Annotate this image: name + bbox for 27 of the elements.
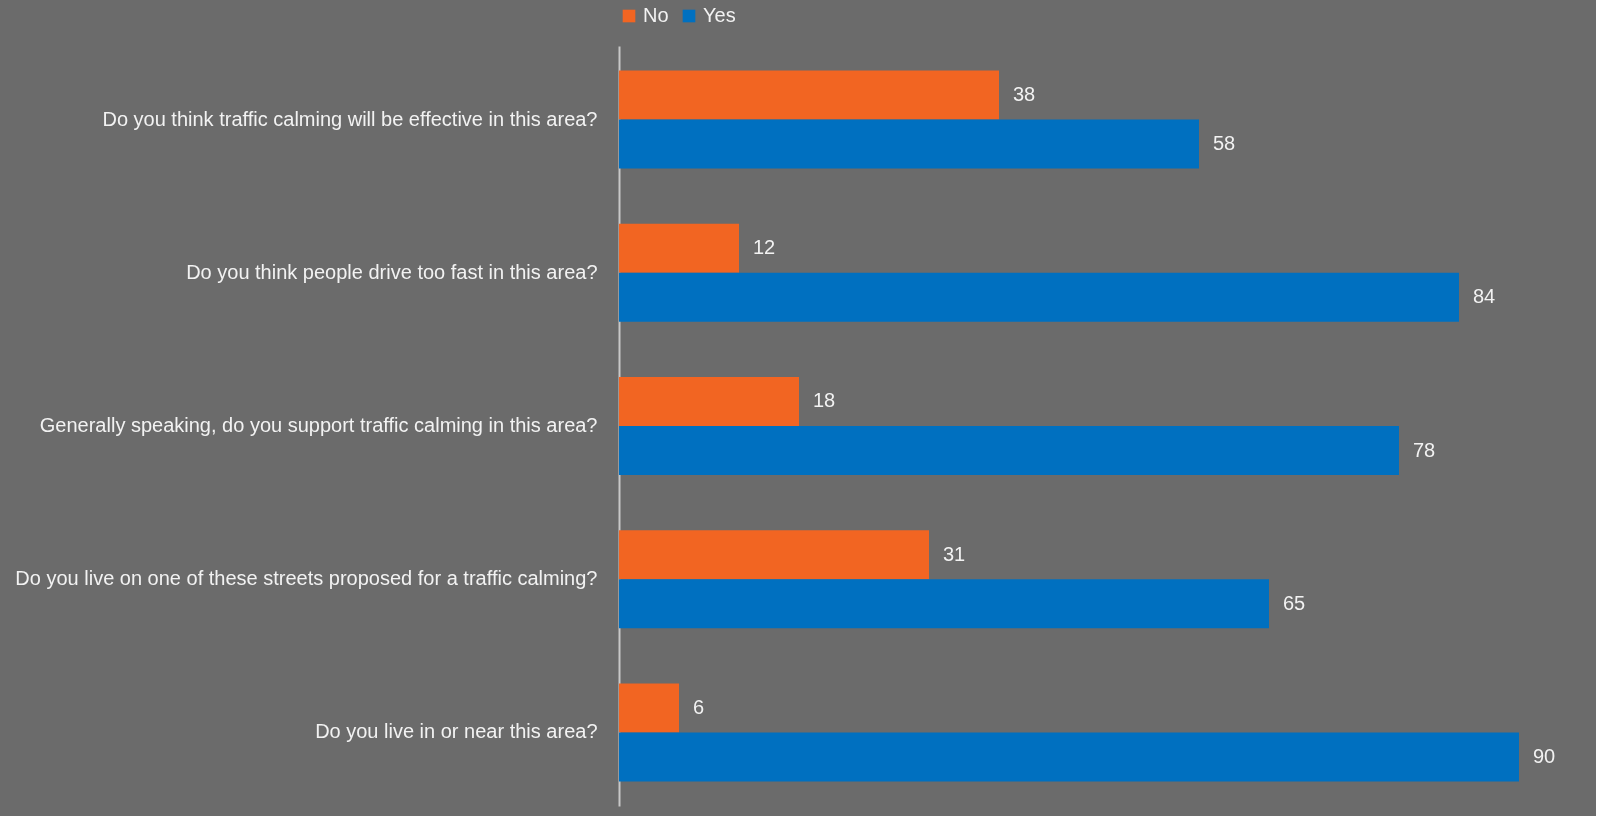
legend-label: Yes [703, 4, 736, 26]
data-label: 65 [1283, 591, 1306, 614]
bar [619, 376, 799, 426]
y-tick-label: Generally speaking, do you support traffic calming in this area? [39, 414, 598, 436]
data-label: 58 [1213, 132, 1236, 155]
y-tick-label: Do you think traffic calming will be effective in this area? [102, 107, 598, 130]
bar [619, 426, 1399, 476]
bar [619, 223, 739, 273]
bar [619, 70, 999, 120]
data-label: 6 [693, 695, 705, 718]
data-label: 38 [1013, 83, 1036, 106]
bar [619, 272, 1459, 322]
bar [619, 119, 1199, 169]
y-tick-label: Do you live in or near this area? [315, 720, 598, 743]
y-tick-label: Do you think people drive too fast in this area? [186, 260, 598, 283]
data-label: 12 [753, 236, 776, 259]
data-label: 18 [813, 389, 836, 412]
data-label: 31 [943, 542, 966, 565]
bar [619, 732, 1519, 782]
bar [619, 530, 929, 580]
data-label: 78 [1413, 438, 1436, 461]
bar [619, 579, 1269, 629]
data-label: 90 [1533, 744, 1556, 767]
bar [619, 683, 679, 733]
legend-label: No [643, 4, 669, 26]
y-tick-label: Do you live on one of these streets proposed for a traffic calming? [15, 567, 598, 590]
data-label: 84 [1473, 285, 1496, 308]
